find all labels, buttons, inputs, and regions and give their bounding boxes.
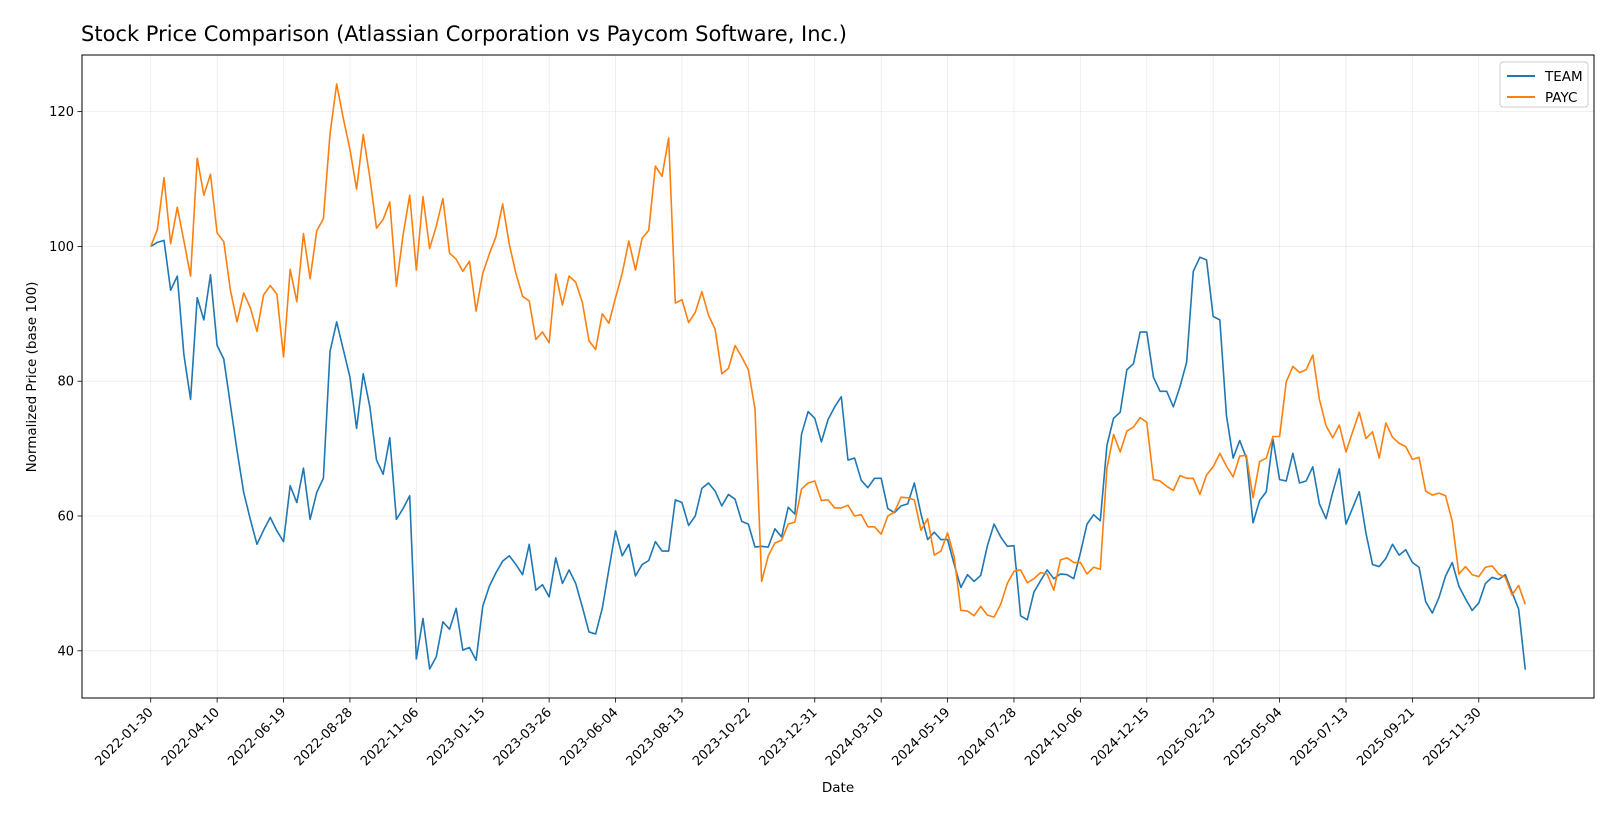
x-tick-label: 2023-03-26: [491, 705, 555, 769]
x-tick-label: 2025-09-21: [1354, 705, 1418, 769]
x-tick-label: 2023-08-13: [624, 705, 688, 769]
grid-lines: [82, 55, 1594, 698]
y-tick-label: 100: [49, 240, 74, 255]
x-tick-label: 2023-12-31: [757, 705, 821, 769]
x-tick-label: 2022-11-06: [358, 705, 422, 769]
x-tick-label: 2024-12-15: [1089, 705, 1153, 769]
x-axis-ticks: 2022-01-30 2022-04-10 2022-06-19 2022-08-28…: [93, 698, 1485, 769]
y-axis-ticks: 40 60 80 100 120: [49, 105, 82, 659]
x-tick-label: 2023-10-22: [690, 705, 754, 769]
x-tick-label: 2025-05-04: [1221, 705, 1285, 769]
x-tick-label: 2022-04-10: [159, 705, 223, 769]
y-tick-label: 120: [49, 105, 74, 120]
y-axis-label: Normalized Price (base 100): [24, 282, 40, 473]
legend: TEAM PAYC: [1499, 61, 1589, 108]
x-tick-label: 2022-08-28: [292, 705, 356, 769]
y-tick-label: 40: [57, 644, 74, 659]
series-line-payc: [149, 83, 1527, 618]
series-line-team: [150, 239, 1527, 670]
x-tick-label: 2024-10-06: [1022, 705, 1086, 769]
x-axis-label: Date: [822, 780, 854, 796]
legend-label-team: TEAM: [1544, 69, 1583, 85]
legend-label-payc: PAYC: [1545, 90, 1577, 106]
y-tick-label: 80: [57, 375, 74, 390]
y-tick-label: 60: [57, 510, 74, 525]
x-tick-label: 2025-07-13: [1288, 705, 1352, 769]
x-tick-label: 2024-05-19: [889, 705, 953, 769]
x-tick-label: 2025-02-23: [1155, 705, 1219, 769]
legend-box: [1499, 61, 1589, 108]
x-tick-label: 2023-01-15: [425, 705, 489, 769]
plot-area-frame: [81, 54, 1595, 699]
series-lines: [149, 83, 1527, 670]
x-tick-label: 2023-06-04: [557, 705, 621, 769]
x-tick-label: 2024-07-28: [956, 705, 1020, 769]
x-tick-label: 2022-01-30: [93, 705, 157, 769]
x-tick-label: 2025-11-30: [1421, 705, 1485, 769]
x-tick-label: 2024-03-10: [823, 705, 887, 769]
x-tick-label: 2022-06-19: [225, 705, 289, 769]
chart-title: Stock Price Comparison (Atlassian Corpor…: [81, 22, 847, 46]
